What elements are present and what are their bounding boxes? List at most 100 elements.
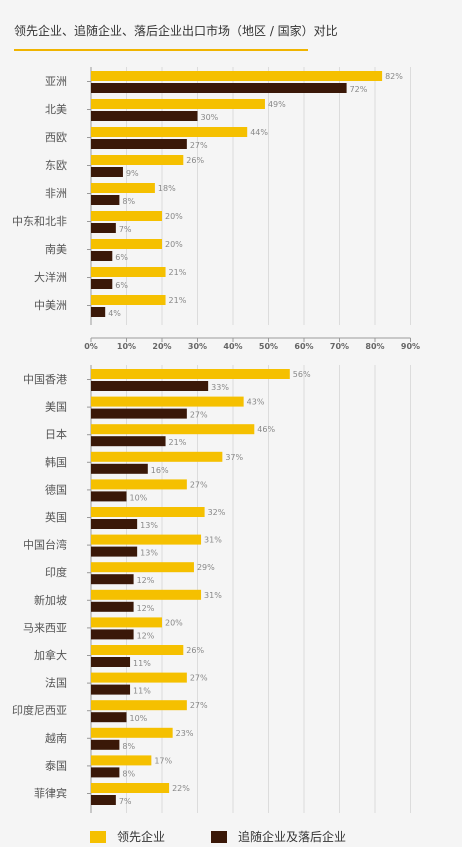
bar-follow [91, 223, 116, 233]
bar-lead [91, 562, 194, 573]
data-label-lead: 20% [165, 618, 183, 627]
bar-lead [91, 267, 166, 277]
bar-follow [91, 195, 120, 205]
bar-lead [91, 479, 187, 490]
bar-follow [91, 574, 134, 585]
bar-lead [91, 127, 248, 137]
bar-lead [91, 396, 244, 407]
category-label: 南美 [45, 243, 67, 256]
category-label: 印度 [45, 565, 67, 579]
data-label-lead: 27% [190, 674, 208, 683]
data-label-lead: 21% [169, 296, 187, 305]
bar-follow [91, 629, 134, 640]
data-label-follow: 33% [211, 383, 229, 392]
data-label-lead: 23% [176, 729, 194, 738]
category-label: 中东和北非 [12, 215, 67, 228]
category-label: 马来西亚 [23, 621, 67, 634]
data-label-follow: 6% [115, 253, 128, 262]
x-tick-label: 60% [294, 342, 313, 351]
data-label-lead: 49% [268, 100, 286, 109]
category-label: 西欧 [45, 131, 67, 144]
bar-lead [91, 183, 155, 193]
data-label-lead: 18% [158, 184, 176, 193]
category-label: 日本 [45, 427, 67, 441]
category-label: 大洋洲 [34, 270, 67, 284]
bar-lead [91, 424, 255, 435]
legend-item-follow: 追随企业及落后企业 [211, 828, 346, 845]
category-label: 泰国 [45, 758, 67, 772]
x-tick-label: 10% [117, 342, 136, 351]
data-label-lead: 17% [154, 756, 172, 765]
data-label-follow: 12% [137, 576, 155, 585]
data-label-lead: 31% [204, 536, 222, 545]
data-label-follow: 7% [119, 225, 132, 234]
bar-follow [91, 167, 123, 177]
data-label-follow: 8% [122, 197, 135, 206]
data-label-follow: 9% [126, 169, 139, 178]
bar-follow [91, 795, 116, 805]
data-label-follow: 13% [140, 521, 158, 530]
data-label-follow: 30% [201, 113, 219, 122]
bar-follow [91, 83, 347, 93]
data-label-lead: 20% [165, 240, 183, 249]
bar-lead [91, 155, 184, 165]
data-label-lead: 27% [190, 480, 208, 489]
category-label: 加拿大 [34, 648, 67, 662]
x-tick-label: 70% [330, 342, 349, 351]
bar-lead [91, 783, 170, 793]
data-label-lead: 20% [165, 212, 183, 221]
legend-label-follow: 追随企业及落后企业 [238, 830, 347, 844]
data-label-lead: 46% [257, 425, 275, 434]
data-label-lead: 56% [293, 370, 311, 379]
bar-lead [91, 755, 152, 766]
category-label: 中国香港 [23, 373, 67, 386]
legend-swatch-lead [90, 830, 106, 843]
category-label: 北美 [45, 103, 67, 116]
bar-follow [91, 307, 106, 317]
bar-lead [91, 369, 290, 379]
bar-follow [91, 279, 113, 289]
bar-follow [91, 767, 120, 778]
data-label-follow: 10% [130, 493, 148, 502]
bar-lead [91, 589, 202, 600]
bar-follow [91, 251, 113, 261]
data-label-follow: 10% [130, 714, 148, 723]
data-label-lead: 44% [250, 128, 268, 137]
data-label-lead: 31% [204, 591, 222, 600]
data-label-follow: 11% [133, 659, 151, 668]
data-label-follow: 8% [122, 769, 135, 778]
legend-item-lead: 领先企业 [90, 828, 165, 845]
data-label-follow: 72% [350, 85, 368, 94]
bar-follow [91, 111, 198, 121]
category-label: 菲律宾 [34, 786, 67, 800]
bar-follow [91, 712, 127, 723]
x-tick-label: 20% [152, 342, 171, 351]
chart-title: 领先企业、追随企业、落后企业出口市场（地区 / 国家）对比 [14, 24, 338, 38]
data-label-lead: 21% [169, 268, 187, 277]
data-label-lead: 29% [197, 563, 215, 572]
data-label-follow: 4% [108, 309, 121, 318]
data-label-lead: 26% [186, 156, 204, 165]
data-label-lead: 37% [225, 453, 243, 462]
data-label-follow: 12% [137, 631, 155, 640]
category-label: 中国台湾 [23, 538, 67, 552]
data-label-lead: 43% [247, 398, 265, 407]
data-label-lead: 82% [385, 72, 403, 81]
category-label: 中美洲 [34, 299, 67, 312]
data-label-follow: 8% [122, 742, 135, 751]
x-tick-label: 80% [365, 342, 384, 351]
data-label-follow: 21% [169, 438, 187, 447]
bar-follow [91, 381, 209, 391]
bar-lead [91, 645, 184, 655]
category-label: 法国 [45, 676, 67, 690]
data-label-follow: 16% [151, 466, 169, 475]
bar-follow [91, 739, 120, 750]
data-label-lead: 22% [172, 784, 190, 793]
data-label-follow: 11% [133, 687, 151, 696]
bar-lead [91, 727, 173, 738]
bar-follow [91, 491, 127, 502]
data-label-follow: 27% [190, 411, 208, 420]
bar-follow [91, 601, 134, 612]
data-label-lead: 26% [186, 646, 204, 655]
legend: 领先企业 追随企业及落后企业 [90, 828, 392, 845]
